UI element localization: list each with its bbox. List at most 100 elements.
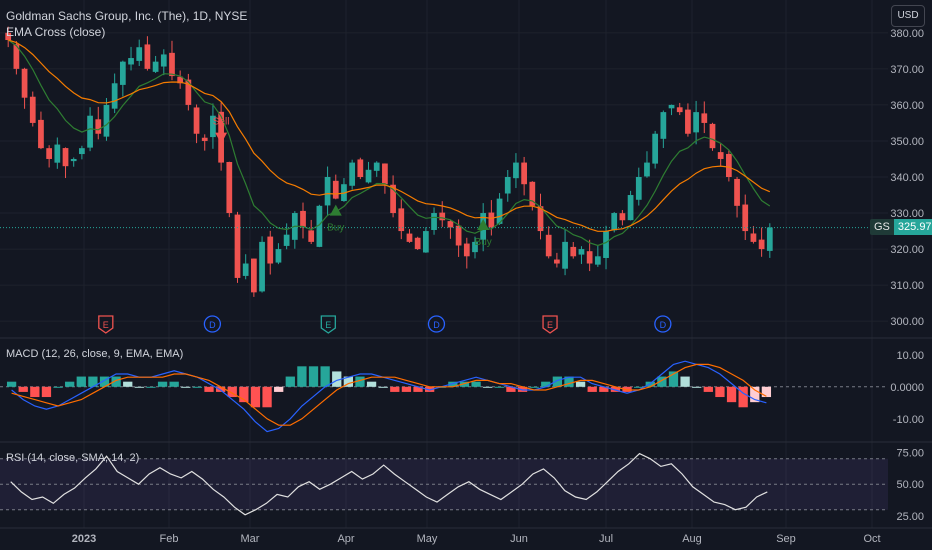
candle[interactable] <box>750 233 757 242</box>
candle[interactable] <box>275 249 282 263</box>
candle[interactable] <box>431 213 437 230</box>
candle[interactable] <box>488 212 495 228</box>
sell-signal-marker[interactable] <box>215 132 228 144</box>
candle[interactable] <box>619 213 626 221</box>
candle[interactable] <box>447 221 454 228</box>
candle[interactable] <box>742 204 749 232</box>
candle[interactable] <box>496 198 503 224</box>
candle[interactable] <box>308 230 315 242</box>
candle[interactable] <box>398 208 405 232</box>
candle[interactable] <box>251 258 257 293</box>
candle[interactable] <box>422 231 429 253</box>
candle[interactable] <box>529 181 536 206</box>
currency-button[interactable]: USD <box>891 5 925 27</box>
dividend-marker[interactable] <box>203 315 222 333</box>
candle[interactable] <box>259 241 265 292</box>
candle[interactable] <box>62 148 69 167</box>
price-pane[interactable]: Sell Buy Buy E D E D E D <box>0 26 870 334</box>
candle[interactable] <box>46 148 53 159</box>
candle[interactable] <box>382 163 388 185</box>
macd-pane[interactable] <box>0 360 888 433</box>
candle[interactable] <box>54 144 61 163</box>
candle[interactable] <box>128 58 134 65</box>
candle[interactable] <box>709 123 716 149</box>
candle[interactable] <box>545 234 552 257</box>
candle[interactable] <box>95 119 102 134</box>
candle[interactable] <box>766 227 773 251</box>
earnings-marker[interactable] <box>98 315 114 334</box>
candle[interactable] <box>734 178 740 206</box>
candle[interactable] <box>685 109 691 134</box>
candle[interactable] <box>570 246 577 257</box>
candle[interactable] <box>234 214 241 278</box>
candle[interactable] <box>316 205 323 247</box>
candle[interactable] <box>513 162 519 179</box>
candle[interactable] <box>562 241 568 269</box>
candle[interactable] <box>210 115 216 138</box>
candle[interactable] <box>300 210 306 228</box>
candle[interactable] <box>201 137 208 141</box>
candle[interactable] <box>676 107 683 113</box>
candle[interactable] <box>455 225 462 246</box>
candle[interactable] <box>414 237 421 250</box>
candle[interactable] <box>472 241 478 253</box>
candle[interactable] <box>160 54 167 67</box>
candle[interactable] <box>725 153 732 177</box>
candle[interactable] <box>87 115 93 148</box>
candle[interactable] <box>660 112 667 139</box>
candle[interactable] <box>103 104 110 137</box>
candle[interactable] <box>463 243 470 257</box>
candle[interactable] <box>373 162 380 171</box>
candle[interactable] <box>365 169 372 183</box>
candle[interactable] <box>111 83 118 109</box>
candle[interactable] <box>439 212 446 221</box>
candle[interactable] <box>701 113 708 123</box>
candle[interactable] <box>136 47 143 61</box>
candle[interactable] <box>185 79 192 105</box>
candle[interactable] <box>758 239 765 250</box>
candle[interactable] <box>578 249 585 255</box>
candle[interactable] <box>644 162 650 177</box>
rsi-pane[interactable] <box>0 452 888 516</box>
candle[interactable] <box>152 61 159 72</box>
candle[interactable] <box>332 180 339 199</box>
candle[interactable] <box>5 32 12 41</box>
earnings-marker[interactable] <box>320 315 336 334</box>
candle[interactable] <box>349 162 356 186</box>
candle[interactable] <box>594 256 601 265</box>
buy-signal-marker[interactable] <box>329 204 342 216</box>
candle[interactable] <box>226 161 233 214</box>
candle[interactable] <box>390 184 396 214</box>
candle[interactable] <box>668 104 675 109</box>
candle[interactable] <box>283 234 290 246</box>
candle[interactable] <box>144 44 151 69</box>
dividend-marker[interactable] <box>654 315 672 333</box>
candle[interactable] <box>70 158 77 162</box>
candle[interactable] <box>177 76 184 84</box>
candle[interactable] <box>38 119 44 149</box>
candle[interactable] <box>13 44 20 69</box>
candle[interactable] <box>586 251 593 264</box>
candle[interactable] <box>554 259 560 264</box>
candle[interactable] <box>29 96 36 123</box>
candle[interactable] <box>21 68 28 98</box>
candle[interactable] <box>267 236 274 264</box>
candle[interactable] <box>627 195 634 221</box>
candle[interactable] <box>603 231 609 258</box>
candle[interactable] <box>357 159 364 177</box>
buy-signal-marker[interactable] <box>477 219 490 231</box>
candle[interactable] <box>537 206 544 232</box>
candle[interactable] <box>79 148 85 155</box>
candle[interactable] <box>611 213 618 231</box>
candle[interactable] <box>521 162 527 185</box>
candle[interactable] <box>119 61 126 85</box>
candle[interactable] <box>635 177 642 200</box>
candle[interactable] <box>717 152 724 159</box>
earnings-marker[interactable] <box>542 315 558 334</box>
candle[interactable] <box>193 107 200 134</box>
candle[interactable] <box>242 263 249 276</box>
candle[interactable] <box>504 177 511 194</box>
candle[interactable] <box>406 233 413 242</box>
candle[interactable] <box>693 112 699 133</box>
